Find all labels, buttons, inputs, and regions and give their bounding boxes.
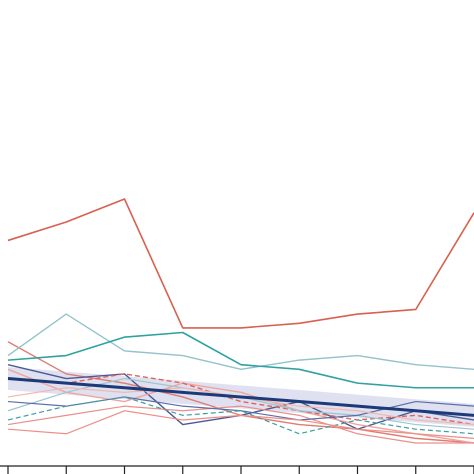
series-line-0 [7,198,474,329]
series-line-9 [7,396,474,421]
x-axis [0,465,474,474]
series-line-3 [7,331,474,389]
series-line-10 [7,396,474,435]
series-line-13 [7,377,474,417]
series-lines [7,198,474,444]
series-line-5 [7,368,474,444]
series-line-8 [7,405,474,444]
series-line-12 [7,410,474,439]
series-line-2 [7,313,474,371]
